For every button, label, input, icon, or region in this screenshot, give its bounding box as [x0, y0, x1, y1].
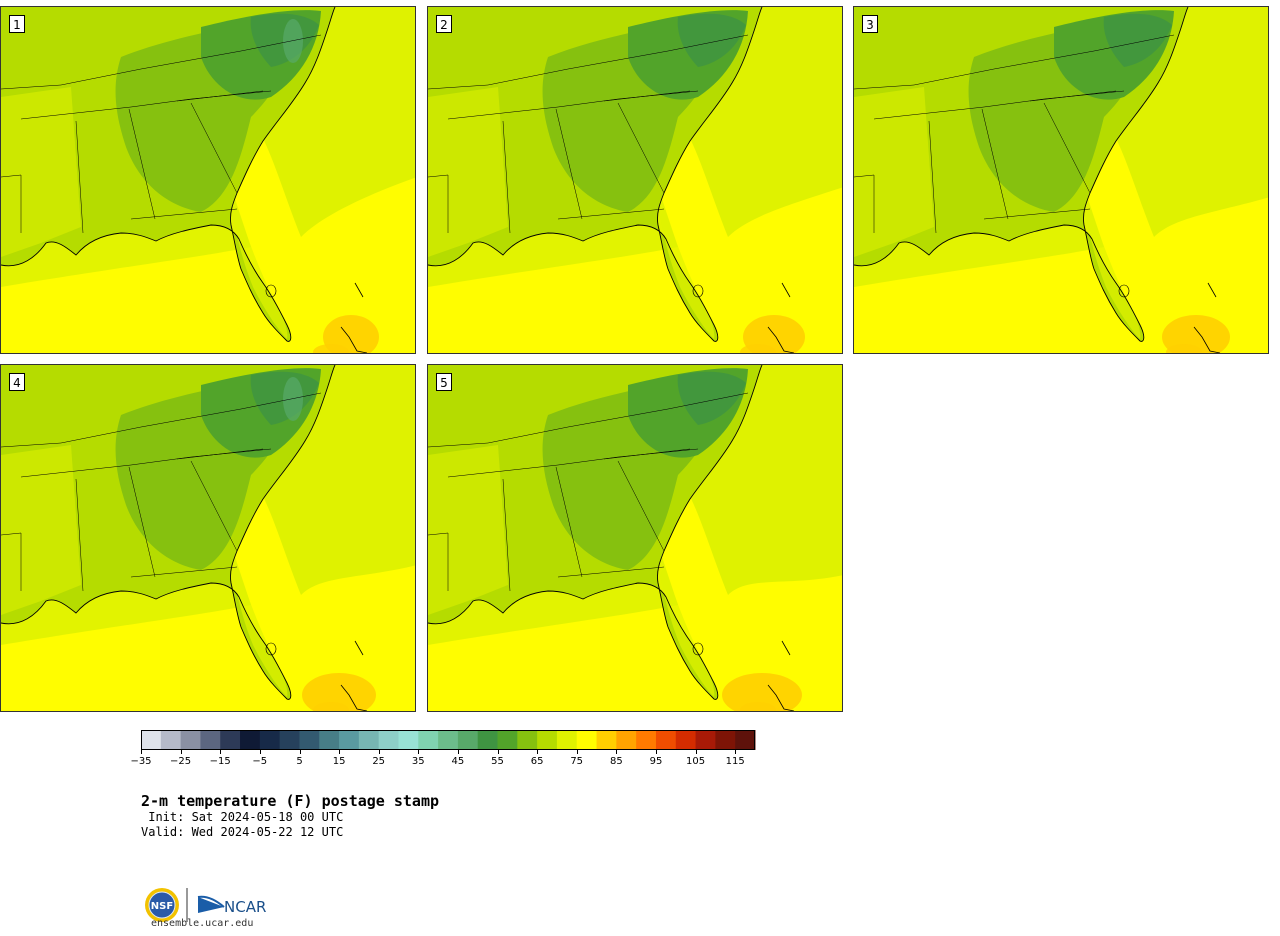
colorbar-tick-label: 35 — [411, 756, 425, 767]
colorbar-cell — [240, 730, 261, 750]
colorbar-tick-label: 115 — [725, 756, 745, 767]
colorbar-cell — [438, 730, 459, 750]
colorbar-cell — [517, 730, 538, 750]
colorbar-tick-label: 85 — [610, 756, 623, 767]
colorbar-cell — [735, 730, 756, 750]
colorbar-cell — [279, 730, 300, 750]
colorbar — [141, 730, 756, 750]
panel-2: 2 — [427, 6, 843, 354]
svg-text:NSF: NSF — [151, 901, 173, 912]
colorbar-tick-label: 45 — [451, 756, 465, 767]
colorbar-tick-label: 95 — [649, 756, 663, 767]
colorbar-cell — [675, 730, 697, 750]
colorbar-cell — [457, 730, 479, 750]
map-3 — [854, 7, 1268, 353]
colorbar-cell — [497, 730, 518, 750]
colorbar-cell — [418, 730, 439, 750]
colorbar-tick — [339, 750, 341, 754]
panel-4: 4 — [0, 364, 416, 712]
colorbar-tick — [616, 750, 618, 754]
colorbar-tick — [695, 750, 697, 754]
colorbar-tick-label: −5 — [252, 756, 268, 767]
colorbar-tick-label: −15 — [209, 756, 231, 767]
colorbar-tick-label: 55 — [491, 756, 504, 767]
panel-5: 5 — [427, 364, 843, 712]
panel-label: 5 — [436, 373, 452, 391]
colorbar-tick — [497, 750, 499, 754]
colorbar-cell — [180, 730, 201, 750]
panel-1: 1 — [0, 6, 416, 354]
logos: NSF NCAR — [145, 888, 266, 922]
colorbar-cell — [636, 730, 657, 750]
colorbar-cell — [596, 730, 617, 750]
colorbar-cell — [319, 730, 340, 750]
figure-title: 2-m temperature (F) postage stamp — [141, 792, 440, 810]
map-5 — [428, 365, 842, 711]
colorbar-tick — [299, 750, 301, 754]
colorbar-tick-label: 25 — [372, 756, 386, 767]
title-block: 2-m temperature (F) postage stamp Init: … — [141, 792, 439, 840]
colorbar-tick-label: 5 — [296, 756, 303, 767]
colorbar-cell — [259, 730, 281, 750]
map-2 — [428, 7, 842, 353]
colorbar-ticks: −35 −25 −15 −5 5 15 25 35 45 55 65 75 85 95 105 115 — [130, 750, 761, 770]
colorbar-tick — [378, 750, 380, 754]
valid-time: Valid: Wed 2024-05-22 12 UTC — [141, 825, 344, 839]
colorbar-tick — [259, 750, 261, 754]
colorbar-tick-label: 75 — [570, 756, 584, 767]
colorbar-tick — [576, 750, 578, 754]
panel-label: 2 — [436, 15, 452, 33]
init-time: Init: Sat 2024-05-18 00 UTC — [141, 810, 344, 824]
panel-label: 3 — [862, 15, 878, 33]
colorbar-cell — [299, 730, 320, 750]
colorbar-tick — [418, 750, 420, 754]
panel-3: 3 — [853, 6, 1269, 354]
colorbar-tick-label: −25 — [170, 756, 192, 767]
colorbar-tick — [141, 750, 142, 754]
ncar-logo-icon: NCAR — [197, 895, 266, 916]
map-4 — [1, 365, 415, 711]
site-url: ensemble.ucar.edu — [151, 918, 254, 929]
colorbar-cell — [477, 730, 499, 750]
colorbar-cell — [576, 730, 598, 750]
colorbar-cell — [358, 730, 380, 750]
colorbar-cell — [160, 730, 182, 750]
colorbar-tick — [656, 750, 657, 754]
colorbar-cell — [141, 730, 162, 750]
colorbar-tick — [457, 750, 459, 754]
nsf-logo-icon: NSF — [145, 888, 179, 922]
colorbar-cell — [220, 730, 241, 750]
colorbar-cell — [339, 730, 360, 750]
colorbar-tick-label: 65 — [530, 756, 544, 767]
colorbar-cell — [715, 730, 736, 750]
panel-label: 1 — [9, 15, 25, 33]
colorbar-tick — [735, 750, 737, 754]
svg-text:NCAR: NCAR — [224, 898, 266, 916]
colorbar-tick-label: −35 — [130, 756, 152, 767]
colorbar-tick — [220, 750, 222, 754]
colorbar-cell — [398, 730, 419, 750]
colorbar-cell — [200, 730, 221, 750]
panel-label: 4 — [9, 373, 25, 391]
colorbar-cell — [378, 730, 399, 750]
colorbar-cell — [616, 730, 637, 750]
colorbar-tick-label: 15 — [332, 756, 346, 767]
colorbar-cell — [537, 730, 558, 750]
colorbar-cell — [655, 730, 677, 750]
colorbar-tick-label: 105 — [686, 756, 706, 767]
colorbar-cell — [556, 730, 578, 750]
colorbar-tick — [180, 750, 182, 754]
colorbar-tick — [537, 750, 539, 754]
map-1 — [1, 7, 415, 353]
colorbar-cell — [695, 730, 716, 750]
